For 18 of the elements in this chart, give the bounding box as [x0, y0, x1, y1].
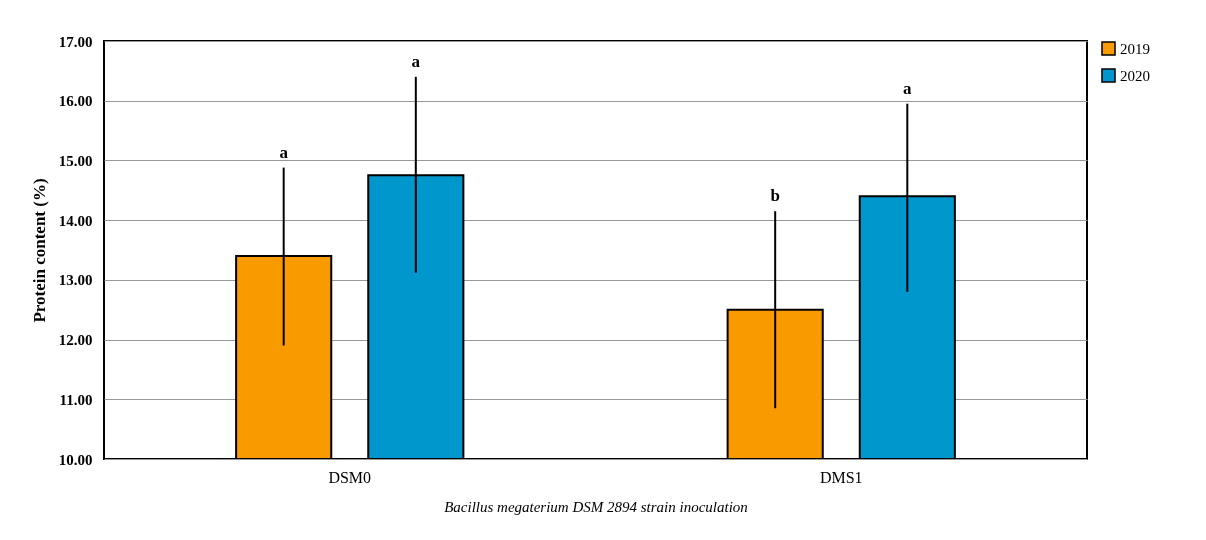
- y-tick-label: 14.00: [58, 212, 93, 229]
- legend-label: 2019: [1120, 40, 1150, 57]
- y-tick-label: 17.00: [58, 33, 93, 50]
- y-axis-title: Protein content (%): [29, 178, 49, 323]
- y-tick-label: 12.00: [58, 332, 93, 349]
- x-tick-label: DMS1: [819, 468, 863, 486]
- y-tick-label: 13.00: [58, 272, 93, 289]
- y-tick-label: 15.00: [58, 152, 93, 169]
- legend-label: 2020: [1120, 67, 1150, 84]
- annotation: a: [411, 51, 421, 71]
- x-tick-label: DSM0: [328, 468, 372, 486]
- y-tick-label: 11.00: [59, 391, 93, 408]
- y-tick-label: 16.00: [58, 93, 93, 110]
- annotation: a: [279, 142, 289, 162]
- y-tick-label: 10.00: [58, 451, 93, 468]
- x-axis-title: Bacillus megaterium DSM 2894 strain inoculation: [444, 498, 748, 515]
- annotation: a: [903, 78, 913, 98]
- annotation: b: [770, 186, 780, 206]
